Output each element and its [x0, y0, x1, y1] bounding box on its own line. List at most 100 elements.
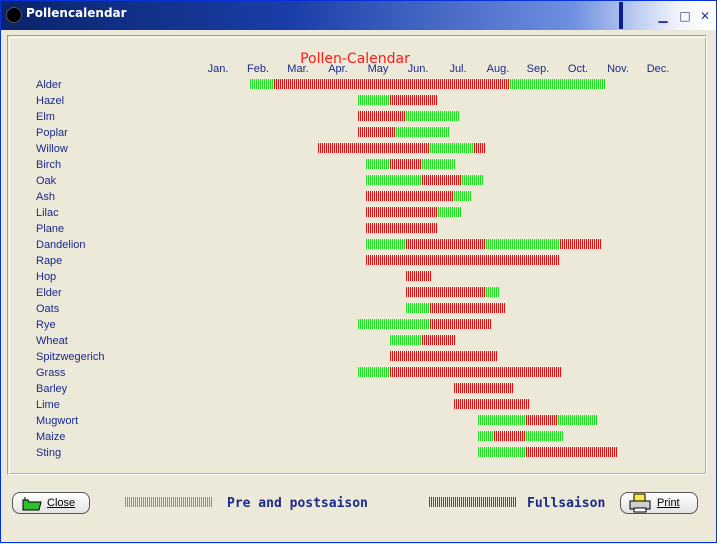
season-bar-full	[390, 351, 497, 361]
season-bar-pre-post	[406, 303, 429, 313]
season-bar-full	[366, 223, 437, 233]
season-bar-pre-post	[366, 175, 421, 185]
season-bar-full	[390, 159, 421, 169]
chart-rows: Alder Hazel Elm Poplar Willow Birch Oak Ash Lila…	[36, 79, 617, 459]
print-button[interactable]: Print	[620, 492, 698, 514]
plant-label: Grass	[36, 367, 66, 379]
season-bar-pre-post	[486, 287, 499, 297]
season-bar-full	[560, 239, 601, 249]
plant-label: Alder	[36, 79, 62, 91]
plant-label: Plane	[36, 223, 64, 235]
season-bar-pre-post	[406, 111, 459, 121]
plant-label: Rye	[36, 319, 56, 331]
season-bar-pre-post	[462, 175, 483, 185]
folder-icon	[22, 497, 42, 511]
plant-label: Lilac	[36, 207, 59, 219]
season-bar-full	[526, 415, 557, 425]
plant-label: Mugwort	[36, 415, 78, 427]
printer-icon	[629, 493, 651, 513]
season-bar-pre-post	[358, 319, 429, 329]
season-bar-full	[358, 111, 405, 121]
season-bar-pre-post	[366, 159, 389, 169]
plant-label: Wheat	[36, 335, 68, 347]
season-bar-pre-post	[526, 431, 563, 441]
season-bar-full	[474, 143, 485, 153]
season-bar-full	[526, 447, 617, 457]
pollen-chart: Pollen-Calendar Jan. Feb. Mar. Apr. May Jun. J…	[36, 51, 670, 459]
season-bar-pre-post	[358, 367, 389, 377]
legend-pre-post-label: Pre and postsaison	[227, 496, 368, 511]
plant-label: Poplar	[36, 127, 68, 139]
season-bar-pre-post	[510, 79, 605, 89]
season-bar-full	[366, 207, 437, 217]
season-bar-pre-post	[366, 239, 405, 249]
month-label: Dec.	[647, 63, 670, 75]
close-button[interactable]: Close	[12, 492, 90, 514]
season-bar-pre-post	[478, 431, 493, 441]
close-window-button[interactable]: ✕	[699, 9, 711, 23]
plant-label: Elm	[36, 111, 55, 123]
window-title: Pollencalendar	[26, 6, 127, 20]
season-bar-pre-post	[438, 207, 461, 217]
plant-label: Oats	[36, 303, 60, 315]
plant-label: Lime	[36, 399, 60, 411]
season-bar-full	[430, 319, 491, 329]
plant-label: Maize	[36, 431, 65, 443]
season-bar-pre-post	[478, 447, 525, 457]
plant-label: Dandelion	[36, 239, 86, 251]
legend-full-swatch	[429, 497, 516, 507]
season-bar-full	[406, 271, 431, 281]
footer: Close Pre and postsaison Fullsaison Prin…	[1, 479, 717, 544]
plant-label: Birch	[36, 159, 61, 171]
season-bar-full	[358, 127, 395, 137]
month-label: Jan.	[208, 63, 229, 75]
minimize-button[interactable]: ▁	[658, 9, 668, 23]
season-bar-full	[494, 431, 525, 441]
season-bar-full	[422, 335, 455, 345]
maximize-button[interactable]: □	[679, 9, 691, 23]
plant-label: Hop	[36, 271, 56, 283]
month-label: Mar.	[287, 63, 308, 75]
plant-label: Barley	[36, 383, 68, 395]
month-label: Apr.	[328, 63, 348, 75]
season-bar-full	[390, 95, 437, 105]
plant-label: Oak	[36, 175, 57, 187]
season-bar-full	[390, 367, 561, 377]
season-bar-full	[454, 383, 513, 393]
season-bar-full	[366, 255, 559, 265]
season-bar-pre-post	[454, 191, 471, 201]
plant-label: Sting	[36, 447, 61, 459]
season-bar-pre-post	[478, 415, 525, 425]
title-bar[interactable]: Pollencalendar ▁ □ ✕	[1, 1, 716, 30]
plant-label: Spitzwegerich	[36, 351, 104, 363]
season-bar-full	[406, 239, 485, 249]
month-axis: Jan. Feb. Mar. Apr. May Jun. Jul. Aug. Sep. Oct. N…	[208, 63, 670, 75]
season-bar-full	[274, 79, 509, 89]
plant-label: Hazel	[36, 95, 64, 107]
season-bar-full	[454, 399, 529, 409]
season-bar-pre-post	[422, 159, 455, 169]
season-bar-full	[366, 191, 453, 201]
app-icon	[6, 7, 22, 23]
month-label: Oct.	[568, 63, 588, 75]
plant-label: Willow	[36, 143, 68, 155]
month-label: Aug.	[487, 63, 510, 75]
season-bar-full	[406, 287, 485, 297]
month-label: Nov.	[607, 63, 629, 75]
legend-pre-post-swatch	[125, 497, 212, 507]
month-label: Sep.	[527, 63, 550, 75]
month-label: Feb.	[247, 63, 269, 75]
season-bar-pre-post	[358, 95, 389, 105]
close-button-label: Close	[47, 497, 76, 509]
plant-label: Ash	[36, 191, 55, 203]
season-bar-pre-post	[558, 415, 597, 425]
season-bar-pre-post	[396, 127, 449, 137]
season-bar-pre-post	[250, 79, 273, 89]
plant-label: Elder	[36, 287, 62, 299]
season-bar-full	[422, 175, 461, 185]
season-bar-pre-post	[486, 239, 559, 249]
plant-label: Rape	[36, 255, 62, 267]
chart-panel: Pollen-Calendar Jan. Feb. Mar. Apr. May Jun. J…	[7, 35, 707, 475]
season-bar-pre-post	[390, 335, 421, 345]
